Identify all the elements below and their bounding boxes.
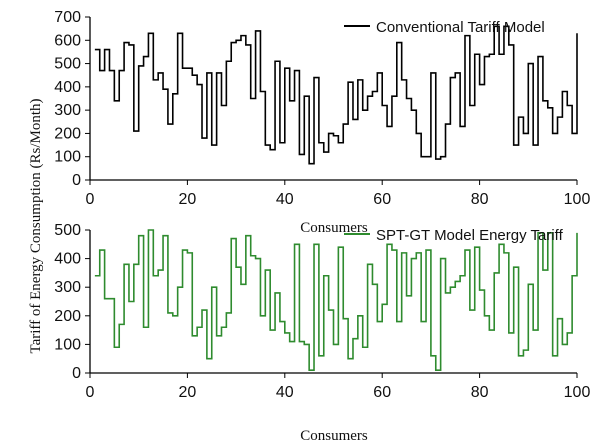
y-tick-label: 700 bbox=[54, 9, 81, 26]
x-tick-label: 0 bbox=[86, 191, 95, 208]
y-tick-label: 400 bbox=[54, 251, 81, 268]
y-tick-label: 600 bbox=[54, 32, 81, 49]
y-tick-label: 300 bbox=[54, 102, 81, 119]
x-tick-label: 60 bbox=[373, 191, 391, 208]
legend-label-sptgt: SPT-GT Model Energy Tariff bbox=[376, 227, 564, 244]
y-tick-label: 200 bbox=[54, 308, 81, 325]
y-tick-label: 100 bbox=[54, 336, 81, 353]
x-tick-label: 80 bbox=[471, 384, 489, 401]
x-tick-label: 80 bbox=[471, 191, 489, 208]
x-tick-label: 0 bbox=[86, 384, 95, 401]
series-line-conventional bbox=[94, 25, 578, 165]
x-tick-label: 40 bbox=[276, 384, 294, 401]
legend-label-conventional: Conventional Tariff Model bbox=[376, 19, 545, 36]
top-panel: 0 100 200 300 400 500 600 700 0 20 40 60 80 100 bbox=[54, 9, 590, 208]
x-tick-label: 60 bbox=[373, 384, 391, 401]
x-tick-label: 40 bbox=[276, 191, 294, 208]
y-tick-label: 200 bbox=[54, 125, 81, 142]
ylabel: Tariff of Energy Consumption (Rs/Month) bbox=[28, 98, 44, 353]
y-tick-label: 0 bbox=[72, 365, 81, 382]
y-tick-label: 100 bbox=[54, 149, 81, 166]
x-tick-label: 100 bbox=[564, 191, 591, 208]
legend-top: Conventional Tariff Model bbox=[344, 19, 545, 36]
y-tick-label: 500 bbox=[54, 56, 81, 73]
y-tick-label: 0 bbox=[72, 172, 81, 189]
y-tick-label: 400 bbox=[54, 79, 81, 96]
bottom-panel: 0 100 200 300 400 500 0 20 40 60 80 100 bbox=[54, 222, 590, 401]
x-tick-label: 100 bbox=[564, 384, 591, 401]
x-tick-label: 20 bbox=[179, 384, 197, 401]
xlabel-bottom: Consumers bbox=[300, 428, 368, 440]
series-line-sptgt bbox=[94, 229, 578, 371]
y-tick-label: 500 bbox=[54, 222, 81, 239]
xlabel-top: Consumers bbox=[300, 220, 368, 236]
y-tick-label: 300 bbox=[54, 279, 81, 296]
legend-bottom: SPT-GT Model Energy Tariff bbox=[344, 227, 564, 244]
x-tick-label: 20 bbox=[179, 191, 197, 208]
